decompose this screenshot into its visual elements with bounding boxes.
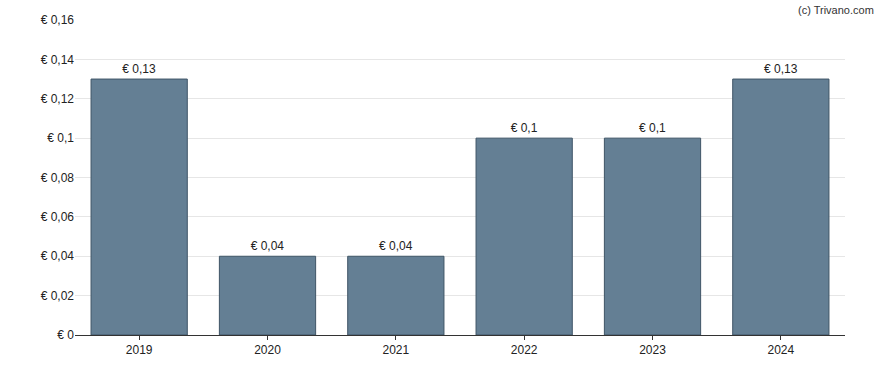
svg-text:€ 0,06: € 0,06	[41, 210, 75, 224]
svg-text:2024: 2024	[767, 343, 794, 357]
svg-text:€ 0,02: € 0,02	[41, 289, 75, 303]
svg-text:€ 0,13: € 0,13	[764, 62, 798, 76]
svg-text:€ 0,14: € 0,14	[41, 53, 75, 67]
svg-text:€ 0,1: € 0,1	[47, 131, 74, 145]
svg-text:2019: 2019	[126, 343, 153, 357]
svg-text:€ 0,12: € 0,12	[41, 92, 75, 106]
svg-text:€ 0,04: € 0,04	[251, 239, 285, 253]
svg-text:2021: 2021	[382, 343, 409, 357]
svg-text:(c) Trivano.com: (c) Trivano.com	[798, 4, 874, 16]
svg-text:2022: 2022	[511, 343, 538, 357]
svg-text:2020: 2020	[254, 343, 281, 357]
svg-text:€ 0,16: € 0,16	[41, 13, 75, 27]
svg-text:€ 0,04: € 0,04	[379, 239, 413, 253]
svg-text:2023: 2023	[639, 343, 666, 357]
svg-text:€ 0,08: € 0,08	[41, 171, 75, 185]
svg-text:€ 0,1: € 0,1	[639, 121, 666, 135]
svg-text:€ 0,04: € 0,04	[41, 249, 75, 263]
svg-text:€ 0,1: € 0,1	[511, 121, 538, 135]
svg-text:€ 0,13: € 0,13	[122, 62, 156, 76]
svg-text:€ 0: € 0	[57, 328, 74, 342]
